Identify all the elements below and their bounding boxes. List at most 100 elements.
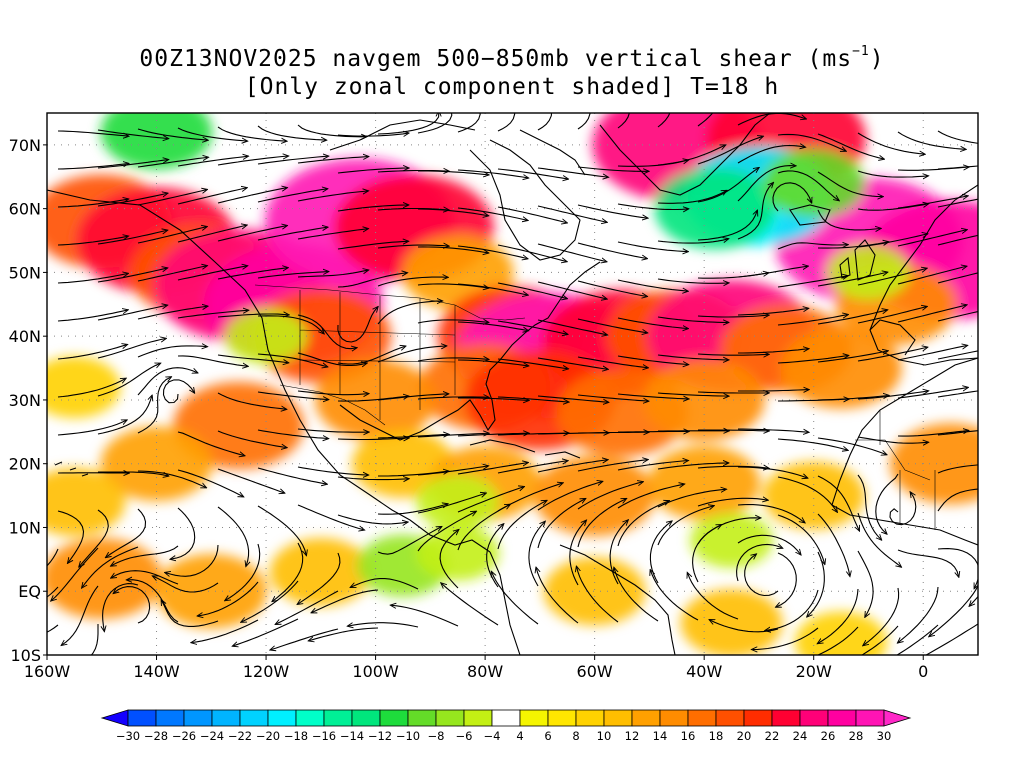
streamline (162, 379, 195, 404)
streamline (217, 226, 286, 242)
streamline (497, 244, 566, 261)
streamline (697, 168, 758, 203)
streamline (377, 504, 447, 515)
streamline (153, 576, 219, 593)
streamline (97, 268, 167, 283)
streamline (937, 234, 978, 246)
streamline (297, 229, 367, 240)
lat-label: 50N (9, 263, 41, 282)
streamline (736, 544, 782, 582)
streamline (657, 392, 728, 396)
streamline (977, 130, 978, 131)
streamline (177, 266, 247, 281)
colorbar-label: −10 (396, 729, 420, 743)
colorbar-swatch (351, 709, 381, 727)
lat-label: 70N (9, 136, 41, 155)
streamline (97, 396, 152, 435)
streamline (57, 345, 126, 360)
streamline (897, 131, 965, 149)
streamline (457, 398, 528, 401)
lat-label: 40N (9, 327, 41, 346)
streamline (457, 433, 528, 437)
streamline (692, 525, 721, 583)
shear-blob (648, 445, 760, 521)
streamline (377, 346, 446, 363)
lon-label: 160W (24, 662, 71, 681)
streamline (897, 388, 967, 399)
colorbar-swatch (771, 709, 801, 727)
streamline (233, 618, 299, 646)
streamline (817, 437, 886, 454)
streamline (80, 509, 109, 566)
colorbar-swatch (519, 709, 549, 727)
streamline (857, 512, 901, 567)
streamline (657, 239, 728, 244)
streamline (457, 207, 527, 220)
streamline (737, 428, 808, 432)
streamline (977, 433, 978, 434)
streamline (106, 508, 147, 557)
colorbar-label: 4 (516, 729, 523, 743)
streamline (577, 482, 642, 510)
streamline (97, 129, 168, 139)
colorbar-arrow-low (100, 709, 129, 727)
streamline (857, 204, 928, 211)
streamline (57, 379, 125, 398)
colorbar-label: −4 (484, 729, 501, 743)
streamline (617, 501, 668, 547)
streamline (337, 273, 406, 288)
colorbar-swatch (435, 709, 465, 727)
streamline (297, 314, 356, 349)
streamline (497, 396, 568, 402)
europe-coast (869, 184, 978, 366)
streamline (417, 283, 488, 288)
streamline (777, 356, 848, 364)
streamline (57, 199, 128, 208)
streamline (744, 555, 779, 597)
streamline (417, 246, 488, 253)
streamline (737, 166, 795, 202)
streamline (977, 319, 978, 320)
streamline (271, 628, 339, 650)
streamline (537, 243, 606, 262)
streamline (537, 395, 608, 402)
streamline (457, 463, 527, 475)
streamline (738, 349, 808, 354)
streamline (417, 512, 475, 552)
shear-blob (827, 244, 910, 301)
streamline (177, 188, 246, 205)
hawaii-islands (54, 461, 89, 477)
streamline (457, 487, 523, 513)
streamline (777, 552, 797, 607)
streamline (337, 396, 408, 402)
streamline (177, 127, 246, 141)
shear-blob (224, 308, 308, 364)
streamline (114, 586, 151, 624)
streamline (457, 113, 481, 133)
colorbar-swatch (743, 709, 773, 727)
colorbar-label: 26 (821, 729, 836, 743)
streamline (57, 164, 128, 170)
shear-blob (100, 113, 213, 170)
colorbar-label: −18 (284, 729, 308, 743)
lat-label: 10S (10, 646, 41, 665)
streamline (537, 167, 607, 177)
lat-label: EQ (18, 582, 41, 601)
streamline (97, 193, 167, 207)
chart-title-line1: 00Z13NOV2025 navgem 500−850mb vertical s… (0, 44, 1024, 72)
streamline (657, 463, 728, 470)
streamline (937, 165, 978, 170)
streamline (417, 113, 453, 134)
coastlines (47, 113, 978, 655)
streamline (977, 167, 978, 168)
streamline (377, 277, 447, 287)
streamline (528, 522, 545, 587)
streamline (217, 268, 287, 280)
streamline (217, 430, 286, 448)
streamline (537, 113, 553, 131)
colorbar-swatch (631, 709, 661, 727)
streamline (177, 156, 247, 167)
colorbar-label: −20 (256, 729, 280, 743)
us-mexico-border (279, 384, 386, 426)
